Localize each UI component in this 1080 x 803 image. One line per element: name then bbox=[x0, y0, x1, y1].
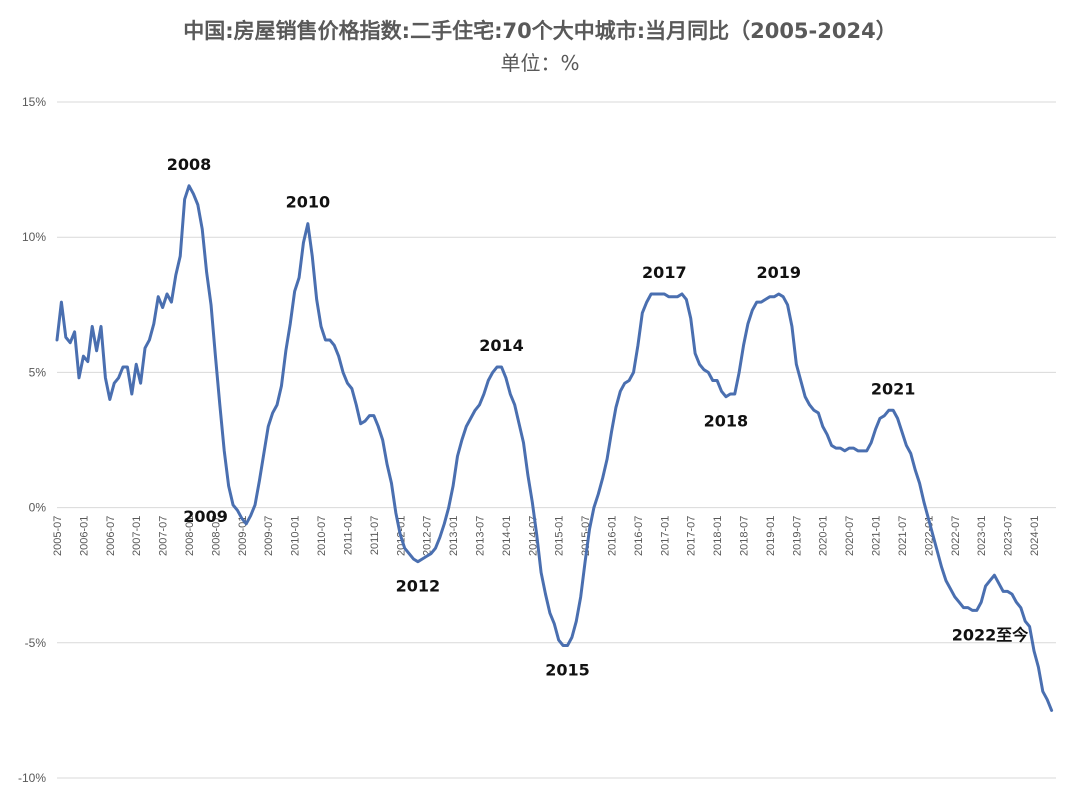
x-tick-label: 2010-01 bbox=[290, 516, 302, 556]
x-tick-label: 2019-01 bbox=[765, 516, 777, 556]
x-tick-label: 2008-01 bbox=[184, 516, 196, 556]
x-tick-label: 2009-01 bbox=[237, 516, 249, 556]
x-tick-label: 2017-01 bbox=[659, 516, 671, 556]
x-tick-label: 2018-07 bbox=[739, 516, 751, 556]
annotation-label: 2008 bbox=[167, 155, 212, 174]
x-tick-label: 2011-01 bbox=[342, 516, 354, 556]
x-tick-label: 2013-01 bbox=[448, 516, 460, 556]
annotation-label: 2022至今 bbox=[952, 625, 1029, 644]
x-tick-label: 2022-07 bbox=[950, 516, 962, 556]
x-tick-label: 2016-07 bbox=[633, 516, 645, 556]
x-tick-label: 2020-07 bbox=[844, 516, 856, 556]
annotation-label: 2009 bbox=[183, 507, 228, 526]
annotation-label: 2018 bbox=[704, 412, 749, 431]
x-tick-label: 2007-07 bbox=[158, 516, 170, 556]
series-layer bbox=[55, 184, 1054, 712]
x-tick-label: 2012-07 bbox=[422, 516, 434, 556]
annotation-label: 2021 bbox=[871, 379, 916, 398]
annotation-label: 2019 bbox=[756, 263, 801, 282]
x-tick-label: 2016-01 bbox=[607, 516, 619, 556]
y-tick-label: 10% bbox=[22, 230, 46, 244]
x-tick-label: 2021-07 bbox=[897, 516, 909, 556]
annotation-layer: 2008 2009 2010 2012 2014 2015 2017 2018 2019 2021… bbox=[167, 155, 1028, 680]
x-axis: 2005-07 2006-01 2006-07 2007-01 2007-07 2008-… bbox=[52, 516, 1041, 556]
x-tick-label: 2005-07 bbox=[52, 516, 64, 556]
x-tick-label: 2017-07 bbox=[686, 516, 698, 556]
y-tick-label: -10% bbox=[18, 771, 46, 785]
y-tick-label: 5% bbox=[29, 365, 47, 379]
y-tick-label: -5% bbox=[25, 636, 47, 650]
x-tick-label: 2006-01 bbox=[78, 516, 90, 556]
x-tick-label: 2008-07 bbox=[210, 516, 222, 556]
x-tick-label: 2015-01 bbox=[554, 516, 566, 556]
x-tick-label: 2024-01 bbox=[1029, 516, 1041, 556]
x-tick-label: 2014-01 bbox=[501, 516, 513, 556]
y-tick-label: 15% bbox=[22, 95, 46, 109]
x-tick-label: 2022-01 bbox=[923, 516, 935, 556]
x-tick-label: 2021-01 bbox=[871, 516, 883, 556]
chart-title: 中国:房屋销售价格指数:二手住宅:70个大中城市:当月同比（2005-2024） bbox=[183, 19, 896, 43]
annotation-label: 2014 bbox=[479, 336, 524, 355]
x-tick-label: 2023-01 bbox=[976, 516, 988, 556]
annotation-label: 2015 bbox=[545, 661, 590, 680]
series-line bbox=[55, 184, 1054, 712]
x-tick-label: 2020-01 bbox=[818, 516, 830, 556]
y-axis: 15% 10% 5% 0% -5% -10% bbox=[18, 95, 46, 785]
annotation-label: 2017 bbox=[642, 263, 687, 282]
x-tick-label: 2006-07 bbox=[105, 516, 117, 556]
x-tick-label: 2007-01 bbox=[131, 516, 143, 556]
grid-lines bbox=[57, 101, 1056, 779]
x-tick-label: 2011-07 bbox=[369, 516, 381, 556]
x-tick-label: 2023-07 bbox=[1003, 516, 1015, 556]
annotation-label: 2010 bbox=[286, 193, 331, 212]
chart-subtitle: 单位：% bbox=[500, 51, 579, 75]
x-tick-label: 2009-07 bbox=[263, 516, 275, 556]
x-tick-label: 2018-01 bbox=[712, 516, 724, 556]
x-tick-label: 2013-07 bbox=[474, 516, 486, 556]
x-tick-label: 2019-07 bbox=[791, 516, 803, 556]
annotation-label: 2012 bbox=[396, 577, 441, 596]
x-tick-label: 2010-07 bbox=[316, 516, 328, 556]
y-tick-label: 0% bbox=[29, 501, 47, 515]
